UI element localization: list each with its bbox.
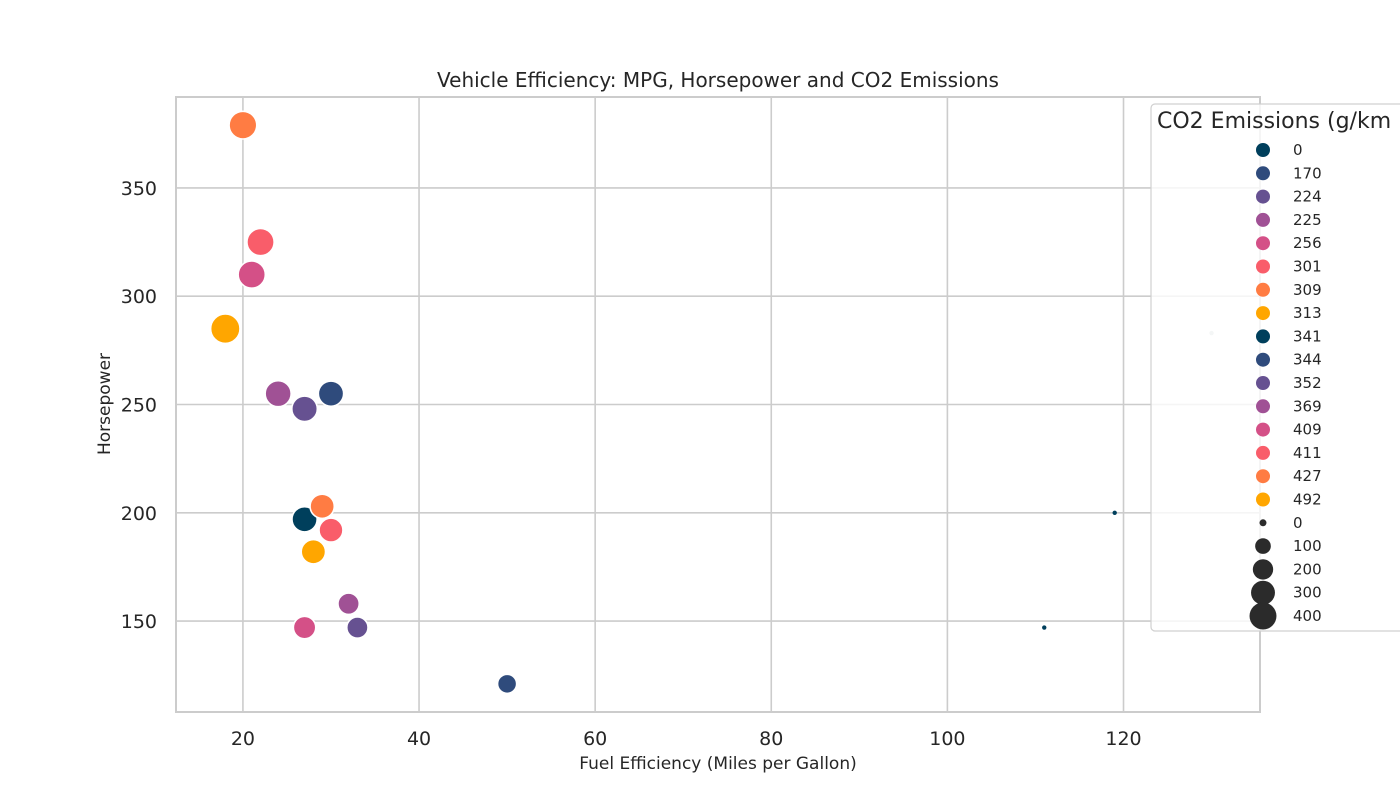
x-tick-label: 120	[1105, 728, 1141, 750]
data-point	[318, 517, 344, 543]
legend-size-marker	[1252, 559, 1274, 580]
data-point	[1112, 510, 1117, 515]
data-point	[246, 227, 275, 257]
legend-label: 492	[1293, 491, 1322, 509]
data-point	[292, 615, 317, 640]
legend-color-marker	[1256, 469, 1270, 484]
data-point	[228, 110, 258, 140]
legend-items: 0 170 224 225 256 301 309 313 341 344 352 369 409 411…	[1249, 141, 1322, 630]
legend-label: 427	[1293, 467, 1322, 485]
x-tick-label: 100	[929, 728, 965, 750]
legend-color-marker	[1256, 445, 1270, 460]
y-tick-label: 200	[121, 503, 157, 525]
x-tick-label: 60	[583, 728, 607, 750]
legend-color-marker	[1256, 259, 1270, 274]
data-point	[264, 379, 292, 408]
legend-title: CO2 Emissions (g/km	[1157, 109, 1391, 134]
legend-color-marker	[1256, 492, 1270, 507]
legend-color-marker	[1256, 329, 1270, 344]
legend-color-marker	[1256, 143, 1270, 157]
data-points	[209, 110, 1214, 695]
data-point	[345, 616, 369, 639]
data-point	[291, 505, 318, 533]
data-point	[237, 260, 267, 289]
data-point	[300, 538, 327, 565]
data-point	[496, 673, 518, 695]
chart-title: Vehicle Efficiency: MPG, Horsepower and …	[437, 68, 999, 92]
data-point	[1042, 625, 1047, 630]
x-tick-label: 20	[231, 728, 255, 750]
legend-size-marker	[1259, 519, 1267, 527]
y-tick-label: 350	[121, 178, 157, 200]
y-tick-labels: 150 200 250 300 350	[121, 178, 157, 633]
data-point	[290, 395, 319, 423]
legend-label: 409	[1293, 421, 1322, 439]
legend-size-marker	[1249, 602, 1277, 630]
legend-color-marker	[1256, 282, 1270, 297]
legend-label: 100	[1293, 537, 1322, 555]
legend-label: 411	[1293, 444, 1322, 462]
legend-color-marker	[1256, 352, 1270, 367]
legend-color-marker	[1256, 212, 1270, 227]
legend-label: 341	[1293, 327, 1322, 345]
legend-color-marker	[1256, 236, 1270, 251]
legend-color-marker	[1256, 399, 1270, 414]
legend-color-marker	[1256, 189, 1270, 204]
legend-color-marker	[1256, 376, 1270, 390]
y-axis-label: Horsepower	[95, 353, 115, 455]
x-tick-label: 80	[759, 728, 783, 750]
grid	[176, 97, 1260, 712]
data-point	[209, 313, 241, 345]
x-axis-label: Fuel Efficiency (Miles per Gallon)	[579, 754, 856, 774]
legend-color-marker	[1256, 166, 1270, 181]
legend-label: 224	[1293, 188, 1322, 206]
x-tick-labels: 20 40 60 80 100 120	[231, 728, 1142, 750]
legend-label: 309	[1293, 281, 1322, 299]
legend-size-marker	[1251, 580, 1275, 605]
legend-label: 225	[1293, 211, 1322, 229]
legend-label: 313	[1293, 304, 1322, 322]
legend-label: 352	[1293, 374, 1322, 392]
legend-size-marker	[1255, 538, 1271, 554]
legend-label: 369	[1293, 397, 1322, 415]
legend-color-marker	[1256, 422, 1270, 437]
legend: CO2 Emissions (g/km 0 170 224 225 256 301 309 3…	[1150, 103, 1400, 632]
y-tick-label: 300	[121, 286, 157, 308]
legend-label: 170	[1293, 164, 1322, 182]
legend-color-marker	[1256, 306, 1270, 321]
data-point	[317, 380, 345, 408]
x-tick-label: 40	[407, 728, 431, 750]
legend-label: 301	[1293, 258, 1322, 276]
data-point	[309, 493, 336, 520]
legend-label: 344	[1293, 351, 1322, 369]
legend-label: 400	[1293, 607, 1322, 625]
legend-label: 300	[1293, 584, 1322, 602]
y-tick-label: 150	[121, 611, 157, 633]
legend-label: 200	[1293, 560, 1322, 578]
legend-label: 0	[1293, 141, 1303, 159]
data-point	[337, 592, 361, 616]
legend-label: 256	[1293, 234, 1322, 252]
legend-box	[1150, 103, 1400, 632]
legend-label: 0	[1293, 514, 1303, 532]
y-tick-label: 250	[121, 395, 157, 417]
